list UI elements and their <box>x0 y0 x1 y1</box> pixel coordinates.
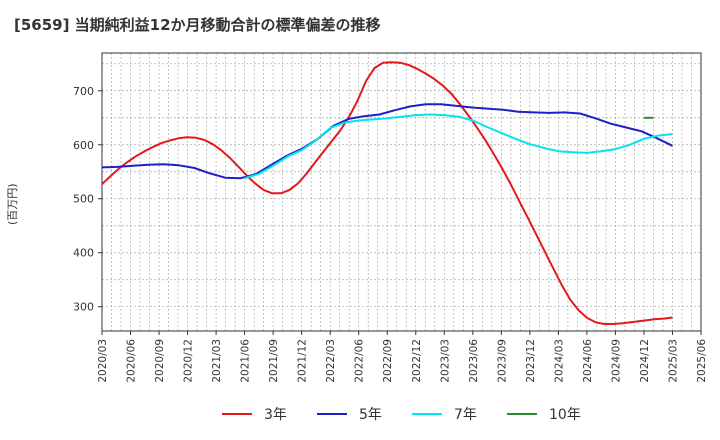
x-tick-label: 2024/03 <box>553 339 565 383</box>
x-tick-label: 2021/12 <box>297 339 309 383</box>
x-tick-label: 2023/09 <box>496 339 508 383</box>
x-tick-label: 2025/03 <box>667 339 679 383</box>
series-line-5年 <box>101 103 673 180</box>
x-tick-label: 2022/12 <box>411 339 423 383</box>
x-tick-label: 2021/09 <box>268 339 280 383</box>
x-tick-label: 2022/09 <box>382 339 394 383</box>
x-tick-label: 2020/06 <box>126 339 138 383</box>
x-tick-label: 2020/12 <box>183 339 195 383</box>
x-tick-label: 2021/06 <box>240 339 252 383</box>
legend-label: 5年 <box>359 407 382 423</box>
x-tick-label: 2020/03 <box>97 339 109 383</box>
x-tick-label: 2021/03 <box>211 339 223 383</box>
x-tick-label: 2022/03 <box>325 339 337 383</box>
x-tick-label: 2024/12 <box>639 339 651 383</box>
legend-label: 7年 <box>454 407 477 423</box>
y-tick-label: 500 <box>73 193 94 206</box>
x-tick-label: 2022/06 <box>354 339 366 383</box>
y-axis-ticks: 300 400 500 600 700 <box>73 85 102 314</box>
series-line-7年 <box>244 113 673 180</box>
y-tick-label: 700 <box>73 85 94 98</box>
x-axis-ticks: 2020/03 2020/06 2020/09 2020/12 2021/03 2021/… <box>97 331 708 383</box>
x-tick-label: 2023/06 <box>468 339 480 383</box>
legend: 3年 5年 7年 10年 <box>222 407 581 423</box>
grid <box>102 53 701 331</box>
legend-label: 3年 <box>264 407 287 423</box>
y-tick-label: 600 <box>73 139 94 152</box>
x-tick-label: 2023/03 <box>439 339 451 383</box>
x-tick-label: 2024/06 <box>582 339 594 383</box>
chart-title: [5659] 当期純利益12か月移動合計の標準偏差の推移 <box>14 16 381 34</box>
x-tick-label: 2024/09 <box>610 339 622 383</box>
series-line-3年 <box>101 61 673 325</box>
y-tick-label: 300 <box>73 301 94 314</box>
x-tick-label: 2023/12 <box>525 339 537 383</box>
legend-label: 10年 <box>549 407 581 423</box>
x-tick-label: 2020/09 <box>154 339 166 383</box>
y-tick-label: 400 <box>73 247 94 260</box>
series-lines <box>101 61 673 325</box>
plot-area-frame <box>101 52 702 332</box>
x-tick-label: 2025/06 <box>696 339 708 383</box>
